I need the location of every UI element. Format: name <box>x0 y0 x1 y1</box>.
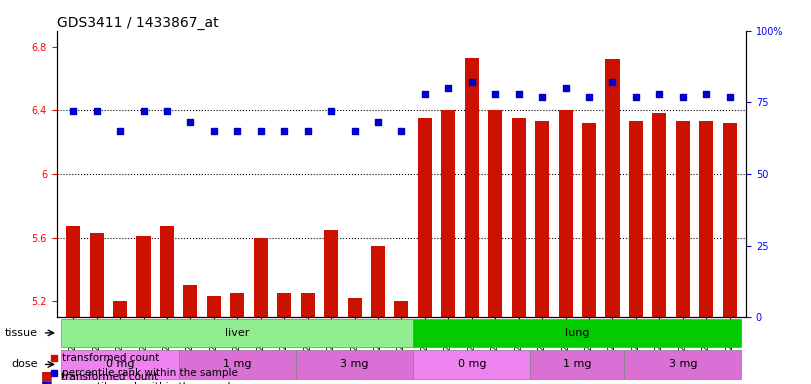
Point <box>582 94 595 100</box>
Point <box>418 91 431 97</box>
Bar <box>183 285 197 384</box>
Bar <box>207 296 221 384</box>
Point <box>513 91 526 97</box>
Bar <box>113 301 127 384</box>
Point <box>137 108 150 114</box>
Point <box>301 128 314 134</box>
Point <box>676 94 689 100</box>
Legend: transformed count, percentile rank within the sample: transformed count, percentile rank withi… <box>45 349 242 382</box>
Point <box>629 94 642 100</box>
Bar <box>535 121 549 384</box>
Text: percentile rank within the sample: percentile rank within the sample <box>61 382 237 384</box>
Point <box>442 85 455 91</box>
Point <box>231 128 244 134</box>
FancyBboxPatch shape <box>530 350 624 379</box>
FancyBboxPatch shape <box>62 350 178 379</box>
Point <box>606 79 619 85</box>
Text: 0 mg: 0 mg <box>457 359 486 369</box>
Bar <box>441 110 455 384</box>
Point <box>653 91 666 97</box>
Point <box>348 128 361 134</box>
Bar <box>67 227 80 384</box>
Point <box>161 108 174 114</box>
Bar <box>582 123 596 384</box>
Point <box>489 91 502 97</box>
Point <box>184 119 197 126</box>
Bar <box>160 227 174 384</box>
Bar <box>324 230 338 384</box>
Point <box>395 128 408 134</box>
Text: lung: lung <box>565 328 590 338</box>
Point <box>114 128 127 134</box>
Point <box>324 108 337 114</box>
Point <box>466 79 478 85</box>
Bar <box>418 118 432 384</box>
Text: liver: liver <box>225 328 250 338</box>
Bar <box>371 245 385 384</box>
Point <box>277 128 290 134</box>
FancyBboxPatch shape <box>413 319 741 347</box>
Bar <box>723 123 736 384</box>
Bar <box>136 236 151 384</box>
Point <box>208 128 221 134</box>
Bar <box>465 58 478 384</box>
Point <box>559 85 572 91</box>
Text: 0 mg: 0 mg <box>105 359 135 369</box>
Bar <box>254 238 268 384</box>
Point <box>90 108 103 114</box>
Bar <box>652 113 667 384</box>
Point <box>535 94 548 100</box>
Bar <box>89 233 104 384</box>
Text: 1 mg: 1 mg <box>223 359 251 369</box>
Point <box>700 91 713 97</box>
Text: GDS3411 / 1433867_at: GDS3411 / 1433867_at <box>57 16 218 30</box>
Point <box>723 94 736 100</box>
Bar <box>606 60 620 384</box>
FancyBboxPatch shape <box>296 350 413 379</box>
FancyBboxPatch shape <box>62 319 413 347</box>
Bar <box>676 121 690 384</box>
Point <box>255 128 268 134</box>
FancyBboxPatch shape <box>624 350 741 379</box>
Bar <box>512 118 526 384</box>
Bar <box>488 110 502 384</box>
Bar <box>559 110 573 384</box>
Point <box>371 119 384 126</box>
Bar <box>348 298 362 384</box>
Bar <box>301 293 315 384</box>
Bar <box>629 121 643 384</box>
Text: 3 mg: 3 mg <box>341 359 369 369</box>
Bar <box>277 293 291 384</box>
FancyBboxPatch shape <box>413 350 530 379</box>
Text: ■: ■ <box>41 379 52 384</box>
Bar <box>699 121 714 384</box>
Point <box>67 108 79 114</box>
Text: 1 mg: 1 mg <box>563 359 591 369</box>
Text: tissue: tissue <box>5 328 38 338</box>
FancyBboxPatch shape <box>178 350 296 379</box>
Text: 3 mg: 3 mg <box>668 359 697 369</box>
Bar <box>394 301 409 384</box>
Text: transformed count: transformed count <box>61 372 158 382</box>
Bar <box>230 293 244 384</box>
Text: ■: ■ <box>41 369 52 382</box>
Text: dose: dose <box>11 359 38 369</box>
